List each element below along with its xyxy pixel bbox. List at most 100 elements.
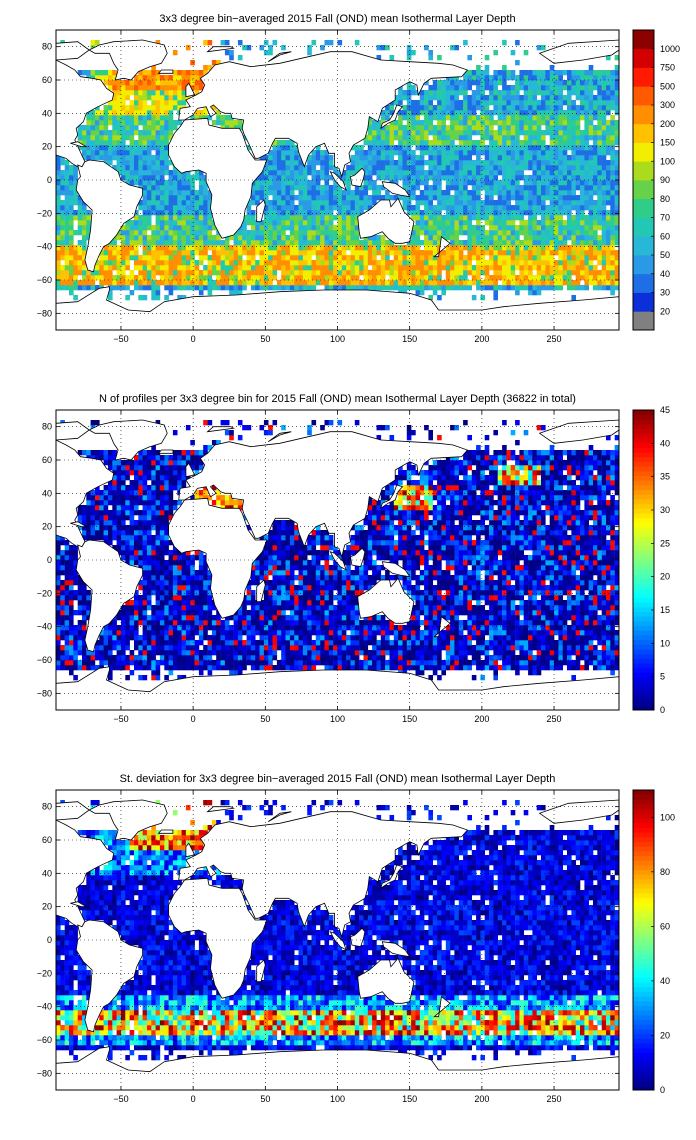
data-cell: [181, 280, 187, 286]
data-cell: [177, 75, 182, 81]
data-cell: [502, 190, 507, 196]
data-cell: [484, 185, 490, 191]
data-cell: [242, 215, 247, 221]
data-cell: [159, 125, 165, 131]
data-cell: [437, 200, 442, 206]
data-cell: [458, 170, 464, 176]
data-cell: [112, 115, 117, 121]
data-cell: [584, 125, 589, 131]
data-cell: [432, 205, 438, 211]
colorbar-label: 90: [660, 175, 670, 185]
data-cell: [315, 655, 321, 661]
data-cell: [567, 145, 572, 151]
data-cell: [324, 275, 330, 281]
data-cell: [519, 75, 524, 81]
data-cell: [190, 230, 195, 236]
data-cell: [432, 135, 438, 141]
data-cell: [99, 275, 104, 281]
data-cell: [541, 165, 546, 171]
data-cells: [56, 40, 620, 301]
data-cell: [172, 120, 178, 126]
data-cell: [554, 650, 559, 656]
data-cell: [476, 115, 481, 121]
data-cell: [541, 105, 546, 111]
data-cell: [363, 135, 369, 141]
data-cell: [411, 665, 416, 671]
data-cell: [155, 210, 161, 216]
data-cell: [606, 270, 611, 276]
data-cell: [480, 95, 485, 101]
data-cell: [432, 105, 438, 111]
data-cell: [502, 245, 507, 251]
data-cell: [298, 215, 304, 221]
data-cell: [69, 235, 74, 241]
data-cell: [159, 265, 165, 271]
data-cell: [328, 650, 334, 656]
data-cell: [406, 650, 412, 656]
data-cell: [450, 125, 455, 131]
data-cell: [216, 110, 221, 116]
data-cell: [60, 180, 65, 186]
data-cell: [515, 90, 520, 96]
data-cell: [112, 90, 117, 96]
data-cell: [502, 210, 507, 216]
data-cell: [159, 110, 165, 116]
data-cell: [584, 235, 589, 241]
data-cell: [190, 650, 195, 656]
data-cell: [307, 160, 312, 166]
data-cell: [86, 215, 91, 221]
data-cell: [233, 655, 239, 661]
data-cell: [99, 135, 104, 141]
data-cell: [125, 230, 130, 236]
data-cell: [497, 265, 503, 271]
data-cell: [411, 275, 416, 281]
data-cell: [164, 265, 169, 271]
data-cell: [82, 665, 87, 671]
data-cell: [259, 180, 265, 186]
data-cell: [419, 195, 425, 201]
data-cell: [601, 220, 607, 226]
data-cell: [601, 145, 607, 151]
data-cell: [311, 205, 317, 211]
data-cell: [129, 290, 135, 296]
data-cell: [151, 160, 156, 166]
data-cell: [562, 145, 568, 151]
data-cell: [155, 180, 161, 186]
data-cell: [56, 665, 61, 671]
data-cell: [86, 660, 91, 666]
data-cell: [151, 205, 156, 211]
data-cell: [207, 235, 213, 241]
data-cell: [359, 650, 364, 656]
data-cell: [389, 195, 395, 201]
coastline: [55, 286, 620, 331]
data-cell: [571, 85, 576, 91]
data-cell: [502, 280, 507, 286]
data-cell: [103, 255, 109, 261]
data-cell: [502, 180, 507, 186]
data-cell: [207, 290, 213, 296]
data-cell: [198, 80, 204, 86]
data-cell: [172, 275, 178, 281]
data-cell: [385, 650, 390, 656]
data-cell: [328, 210, 334, 216]
data-cell: [194, 655, 200, 661]
data-cell: [211, 665, 217, 671]
data-cell: [372, 285, 377, 291]
data-cell: [328, 280, 334, 286]
data-cell: [575, 650, 581, 656]
data-cell: [454, 270, 459, 276]
data-cell: [402, 140, 408, 146]
data-cell: [450, 145, 455, 151]
data-cell: [103, 145, 109, 151]
data-cell: [480, 210, 485, 216]
data-cell: [259, 225, 265, 231]
data-cell: [437, 190, 442, 196]
data-cell: [554, 280, 559, 286]
data-cell: [567, 250, 572, 256]
data-cell: [597, 95, 602, 101]
data-cell: [502, 95, 507, 101]
data-cell: [437, 185, 442, 191]
data-cell: [194, 195, 200, 201]
data-cell: [428, 145, 433, 151]
data-cell: [168, 255, 174, 261]
